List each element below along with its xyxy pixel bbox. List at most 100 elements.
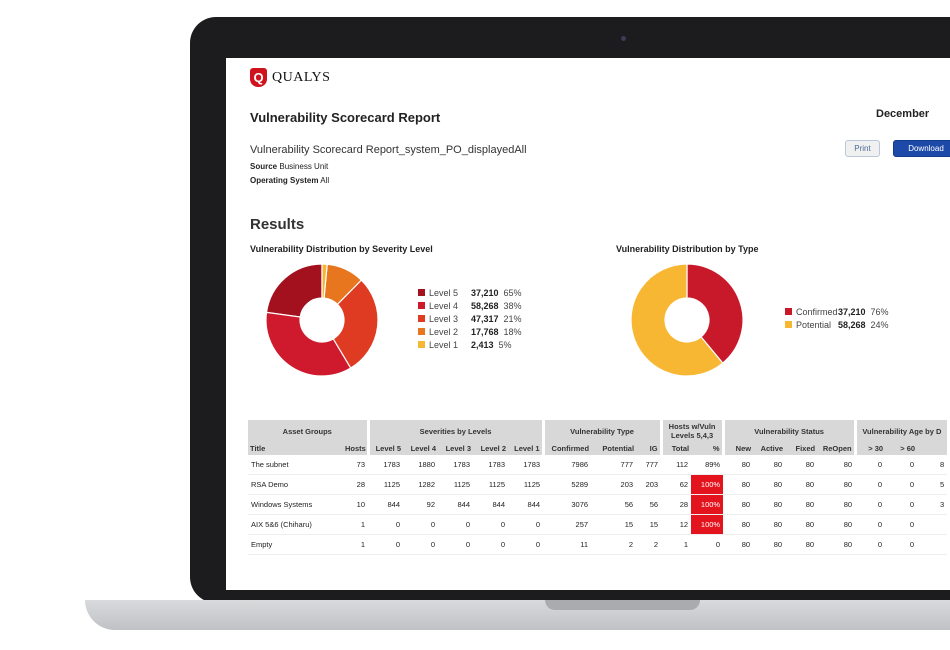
table-cell: 100% [691,514,724,535]
table-cell: 92 [403,494,438,515]
legend-value: 37,210 [838,307,866,317]
table-cell: 0 [473,514,508,535]
column-header: > 60 [885,442,918,455]
legend-label: Confirmed [796,307,838,317]
table-cell: 0 [855,474,886,495]
table-cell: 0 [885,455,918,475]
logo-text: QUALYS [272,70,331,85]
table-cell: 56 [636,494,662,515]
table-cell: 0 [885,514,918,535]
table-cell: 3 [917,494,948,515]
table-cell: 80 [723,455,754,475]
table-cell: AIX 5&6 (Chiharu) [248,514,343,535]
legend-share: 18% [503,326,522,337]
table-cell: 5 [917,474,948,495]
column-header: Confirmed [541,442,592,455]
table-cell: 28 [343,474,368,495]
print-button[interactable]: Print [845,140,880,157]
table-cell: 1 [343,514,368,535]
legend-share: 24% [870,320,889,330]
table-cell: 0 [438,534,473,555]
legend-swatch [418,340,425,348]
table-cell: 0 [885,494,918,515]
table-cell: 1282 [403,474,438,495]
column-header: Level 4 [403,442,438,455]
legend-label: Level 1 [429,339,459,350]
report-date: December [876,108,930,120]
table-cell: 80 [817,494,856,515]
table-cell: 0 [473,534,508,555]
table-cell: 62 [661,474,692,495]
table-cell: 0 [368,534,403,555]
table-cell: 80 [723,514,754,535]
column-header: % [691,442,724,455]
table-cell: 0 [403,514,438,535]
table-cell: 777 [636,455,662,475]
source-value: Business Unit [279,162,329,171]
table-cell: 1125 [368,474,403,495]
table-cell: 89% [691,455,724,475]
donut-chart [265,263,379,377]
table-cell: 5289 [543,474,592,495]
donut-slice [265,311,352,377]
table-row: The subnet 73 1783 1880 1783 1783 1783 7986 777 7… [248,455,948,475]
screen: Q QUALYS Vulnerability Scorecard Report … [226,58,950,590]
table-cell: 28 [661,494,692,515]
column-header: New [721,442,754,455]
results-heading: Results [250,216,305,233]
legend-item: Confirmed37,210 76% [785,306,889,319]
table-cell: 0 [508,514,544,535]
table-cell: 80 [785,494,818,515]
table-cell: 844 [508,494,544,515]
legend-item: Level 1 2,413 5% [418,339,522,352]
column-header [917,442,948,455]
table-cell: 7986 [543,455,592,475]
legend-swatch [785,308,792,315]
legend-share: 76% [870,307,889,317]
table-cell: Empty [248,534,343,555]
donut-slice [265,263,323,318]
group-header: Vulnerability Status [721,420,856,442]
table-cell: 1 [661,534,692,555]
table-cell: 80 [723,534,754,555]
legend-item: Level 5 37,210 65% [418,287,522,300]
table-cell: 112 [661,455,692,475]
logo-mark: Q [250,68,267,87]
legend-share: 65% [503,287,522,298]
legend-item: Level 2 17,768 18% [418,326,522,339]
legend-value: 58,268 [471,300,499,311]
table-cell: 12 [661,514,692,535]
legend-label: Level 5 [429,287,459,298]
os-row: Operating System All [250,176,329,185]
group-header: Vulnerability Type [541,420,662,442]
group-header: Asset Groups [248,420,368,442]
group-row: Asset Groups Severities by Levels Vulnerab… [248,420,948,442]
legend-swatch [418,288,425,296]
table-cell: 80 [753,534,786,555]
legend-share: 21% [503,313,522,324]
legend-value: 37,210 [471,287,499,298]
table-cell: 0 [691,534,724,555]
column-header: ReOpen [817,442,856,455]
scorecard-table: Asset Groups Severities by Levels Vulnerab… [248,420,948,555]
table-cell: 80 [817,514,856,535]
legend-swatch [418,301,425,309]
table-row: Empty 1 0 0 0 0 0 11 2 2 1 0 80 80 80 80 0 0 [248,534,948,555]
laptop-base [85,600,950,630]
column-header: Fixed [785,442,818,455]
legend-value: 47,317 [471,313,499,324]
table-cell: 3076 [543,494,592,515]
report-title: Vulnerability Scorecard Report [250,110,441,125]
table-cell: 10 [343,494,368,515]
table-cell: 844 [368,494,403,515]
table-body: The subnet 73 1783 1880 1783 1783 1783 7986 777 7… [248,455,948,555]
table-cell: 2 [636,534,662,555]
legend-value: 2,413 [471,339,494,350]
download-button[interactable]: Download [893,140,950,157]
legend-share: 5% [498,339,512,350]
table-row: Windows Systems 10 844 92 844 844 844 3076 56 56 2… [248,494,948,515]
column-row: Title Hosts Level 5 Level 4 Level 3 Level 2 Le… [248,442,948,455]
legend-swatch [418,314,425,322]
table-cell: 11 [543,534,592,555]
table-cell: 0 [368,514,403,535]
